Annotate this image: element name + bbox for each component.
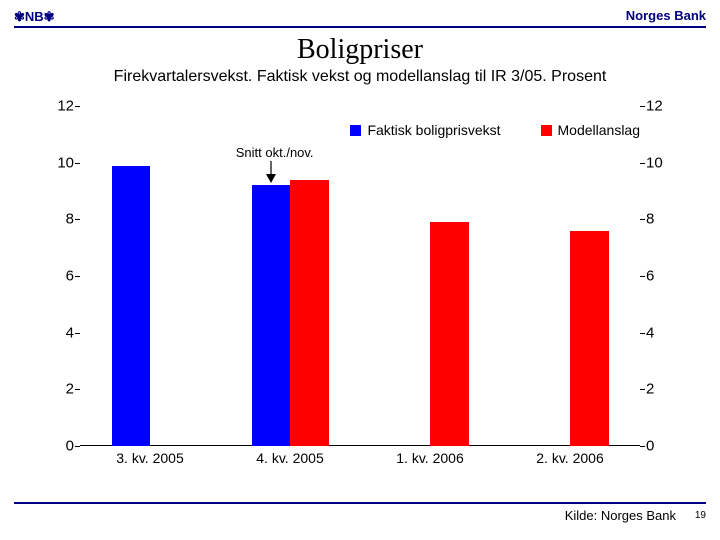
legend-label: Modellanslag — [558, 122, 641, 138]
legend-swatch — [541, 125, 552, 136]
y-tick-mark — [75, 276, 80, 277]
y-tick-label: 8 — [50, 211, 74, 228]
y-tick-mark — [75, 389, 80, 390]
y-tick-label: 6 — [50, 268, 74, 285]
y-tick-mark — [640, 276, 645, 277]
plot-area: 0022446688101012123. kv. 20054. kv. 2005… — [80, 106, 640, 446]
y-tick-label: 0 — [50, 438, 74, 455]
legend-swatch — [350, 125, 361, 136]
bar — [290, 180, 329, 446]
nb-logo: ✾NB✾ — [14, 9, 55, 24]
title-block: Boligpriser Firekvartalersvekst. Faktisk… — [0, 34, 720, 86]
bar — [570, 231, 609, 446]
y-tick-mark — [75, 163, 80, 164]
bar-chart: 0 0 2 2 4 4 6 6 8 8 10 10 12 12 3. kv. 2005 4. kv. 2005… — [40, 96, 680, 476]
y-tick-label: 2 — [50, 381, 74, 398]
x-tick-label: 1. kv. 2006 — [396, 450, 463, 466]
page-number: 19 — [695, 510, 706, 521]
slide: ✾NB✾ Norges Bank Boligpriser Firekvartal… — [0, 0, 720, 540]
y-tick-label: 8 — [646, 211, 670, 228]
y-tick-label: 4 — [646, 324, 670, 341]
page-subtitle: Firekvartalersvekst. Faktisk vekst og mo… — [0, 68, 720, 86]
bar — [430, 222, 469, 446]
y-tick-mark — [640, 219, 645, 220]
x-tick-label: 2. kv. 2006 — [536, 450, 603, 466]
y-tick-label: 10 — [50, 154, 74, 171]
footer-rule: Kilde: Norges Bank 19 — [14, 502, 706, 524]
legend-label: Faktisk boligprisvekst — [367, 122, 500, 138]
y-tick-label: 0 — [646, 438, 670, 455]
y-tick-label: 4 — [50, 324, 74, 341]
annotation-arrow-icon — [264, 161, 278, 183]
x-axis-line — [80, 445, 640, 446]
annotation-text: Snitt okt./nov. — [236, 145, 314, 160]
x-tick-label: 3. kv. 2005 — [116, 450, 183, 466]
bar — [112, 166, 151, 447]
y-tick-mark — [640, 163, 645, 164]
header-rule: ✾NB✾ Norges Bank — [14, 8, 706, 28]
y-tick-label: 6 — [646, 268, 670, 285]
bar — [252, 185, 291, 446]
page-title: Boligpriser — [0, 34, 720, 66]
y-tick-mark — [75, 446, 80, 447]
y-tick-mark — [640, 106, 645, 107]
y-tick-mark — [640, 333, 645, 334]
x-tick-label: 4. kv. 2005 — [256, 450, 323, 466]
bank-name: Norges Bank — [626, 8, 706, 23]
y-tick-label: 10 — [646, 154, 670, 171]
legend-item: Modellanslag — [541, 122, 641, 138]
y-tick-mark — [75, 106, 80, 107]
y-tick-label: 12 — [646, 98, 670, 115]
source-text: Kilde: Norges Bank — [565, 508, 676, 523]
y-tick-label: 2 — [646, 381, 670, 398]
legend-item: Faktisk boligprisvekst — [350, 122, 500, 138]
legend: Faktisk boligprisvekst Modellanslag — [350, 122, 640, 138]
y-tick-mark — [640, 446, 645, 447]
y-tick-label: 12 — [50, 98, 74, 115]
y-tick-mark — [75, 219, 80, 220]
y-tick-mark — [75, 333, 80, 334]
y-tick-mark — [640, 389, 645, 390]
